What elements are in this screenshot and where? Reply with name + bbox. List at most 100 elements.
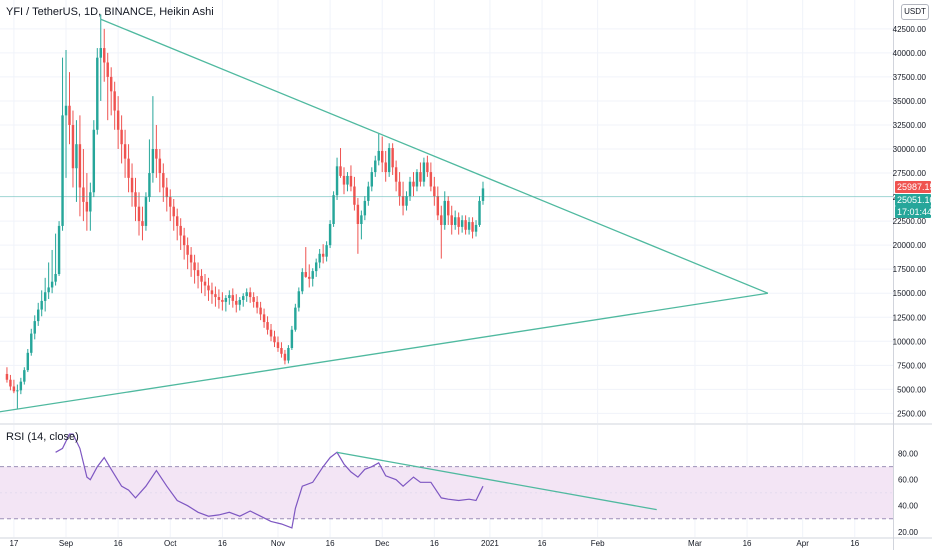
trendlines[interactable] [0, 18, 769, 413]
candle-body [433, 186, 436, 197]
candle-body [481, 188, 485, 201]
price-tick-label: 27500.00 [893, 169, 927, 178]
candle-body [16, 390, 19, 392]
rsi-line-group [55, 433, 657, 529]
price-tick-label: 10000.00 [893, 337, 927, 346]
candle-body [217, 297, 221, 300]
candle-body [203, 281, 207, 286]
time-tick-label: 16 [850, 539, 859, 548]
candle-body [113, 91, 116, 111]
candle-body [387, 148, 391, 173]
time-tick-label: Mar [688, 539, 702, 548]
candle-body [75, 144, 78, 169]
candle-body [92, 129, 96, 193]
candle-body [148, 173, 151, 198]
candle-body [5, 373, 9, 380]
candle-body [64, 105, 68, 116]
candle-body [401, 196, 405, 206]
candle-body [318, 253, 321, 263]
candle-body [238, 299, 241, 305]
price-tick-label: 15000.00 [893, 289, 927, 298]
candle-body [384, 162, 387, 173]
candle-body [141, 221, 144, 226]
candle-body [9, 379, 12, 387]
price-tick-label: 42500.00 [893, 25, 927, 34]
currency-button[interactable]: USDT [901, 4, 929, 20]
candle-body [116, 110, 120, 130]
price-tick-label: 17500.00 [893, 265, 927, 274]
candle-body [172, 206, 175, 217]
candle-body [311, 271, 314, 279]
candle-body [436, 196, 440, 216]
candle-body [426, 162, 429, 173]
candle-body [339, 166, 342, 176]
candle-body [200, 275, 203, 282]
candle-body [367, 186, 370, 201]
time-tick-label: 17 [9, 539, 18, 548]
candle-body [273, 336, 276, 343]
candle-body [304, 272, 307, 277]
candle-body [30, 333, 33, 353]
candle-body [23, 370, 26, 382]
candle-body [134, 192, 137, 207]
candle-body [415, 172, 419, 187]
rsi-tick-label: 20.00 [898, 528, 919, 537]
candle-body [182, 235, 186, 246]
candle-body [464, 220, 467, 230]
candle-body [349, 175, 353, 187]
candle-body [440, 215, 443, 225]
candle-body [235, 300, 238, 305]
time-tick-label: 2021 [481, 539, 499, 548]
rsi-panel [0, 466, 893, 520]
candle-body [120, 129, 123, 145]
candle-body [37, 309, 40, 322]
price-tick-label: 2500.00 [897, 409, 926, 418]
candle-body [109, 76, 113, 92]
rsi-tick-label: 40.00 [898, 502, 919, 511]
rsi-tick-label: 60.00 [898, 476, 919, 485]
candle-body [280, 348, 283, 354]
time-tick-label: Nov [271, 539, 285, 548]
candle-body [391, 148, 394, 168]
candle-body [370, 172, 374, 187]
candle-body [12, 386, 16, 392]
candles[interactable] [0, 14, 893, 409]
candle-body [78, 144, 82, 188]
candle-body [259, 307, 262, 315]
candle-body [363, 200, 367, 216]
price-grid [0, 0, 893, 537]
time-tick-label: 16 [743, 539, 752, 548]
time-tick-label: Dec [375, 539, 389, 548]
candle-body [144, 197, 148, 226]
candle-body [137, 206, 141, 222]
time-tick-label: Apr [796, 539, 809, 548]
candle-body [453, 217, 457, 225]
lower-trendline [0, 292, 769, 413]
candle-body [68, 105, 71, 125]
chart-title: YFI / TetherUS, 1D, BINANCE, Heikin Ashi [6, 6, 214, 18]
candle-body [443, 200, 446, 225]
time-tick-label: 16 [538, 539, 547, 548]
candle-body [471, 222, 474, 232]
candle-body [47, 287, 50, 293]
candle-body [103, 48, 106, 63]
candle-body [321, 253, 325, 257]
price-tick-label: 22500.00 [893, 217, 927, 226]
candle-body [40, 300, 43, 310]
candle-body [474, 224, 478, 232]
candle-body [151, 149, 155, 174]
candle-body [123, 144, 127, 159]
candle-body [467, 222, 471, 230]
candle-body [224, 298, 228, 302]
candle-body [478, 200, 481, 225]
candle-body [89, 192, 92, 212]
candle-body [332, 195, 335, 224]
price-tick-label: 30000.00 [893, 145, 927, 154]
time-tick-label: 16 [430, 539, 439, 548]
candle-body [189, 254, 193, 263]
candle-body [99, 48, 102, 58]
candle-body [325, 245, 328, 257]
candle-body [57, 225, 61, 274]
